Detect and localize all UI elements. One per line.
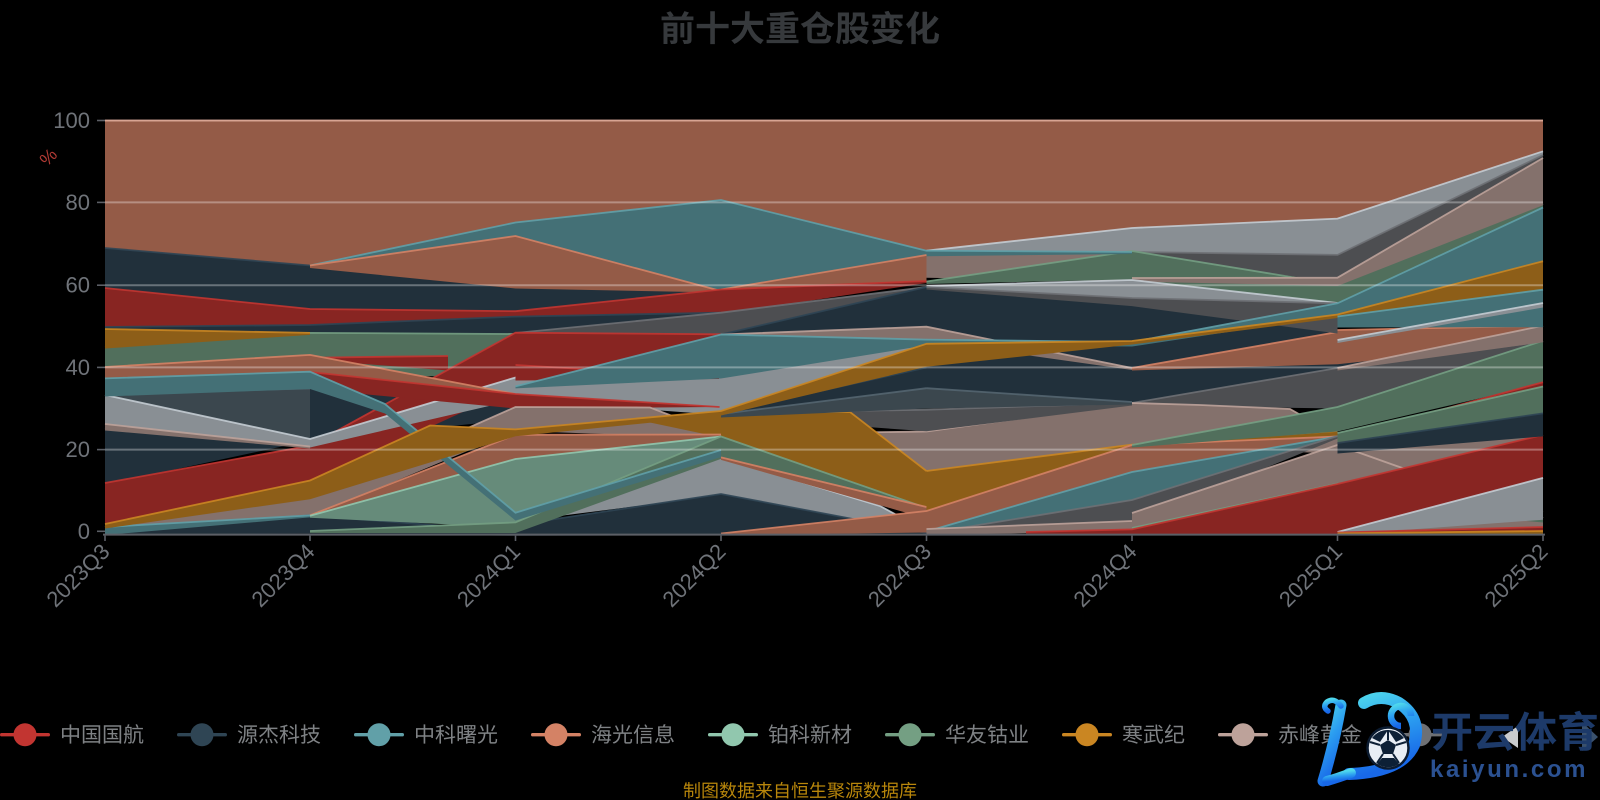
svg-text:60: 60	[66, 273, 90, 298]
svg-text:80: 80	[66, 190, 90, 215]
svg-text:kaiyun.com: kaiyun.com	[1430, 756, 1588, 783]
svg-text:100: 100	[53, 108, 90, 133]
svg-text:20: 20	[66, 437, 90, 462]
svg-text:40: 40	[66, 355, 90, 380]
svg-text:0: 0	[78, 519, 90, 544]
